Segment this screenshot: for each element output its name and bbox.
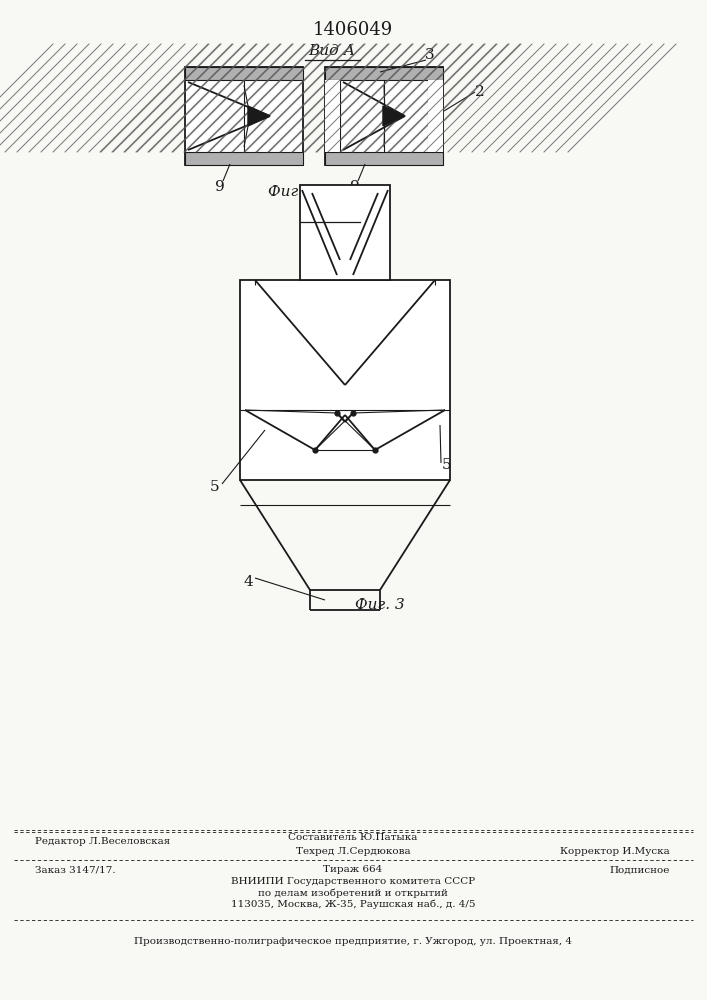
Text: 113035, Москва, Ж-35, Раушская наб., д. 4/5: 113035, Москва, Ж-35, Раушская наб., д. … [230,899,475,909]
Bar [185,67,303,80]
Text: 9: 9 [350,180,360,194]
Bar [340,80,428,152]
Bar [325,67,443,165]
Polygon shape [383,106,405,126]
Text: 3: 3 [425,48,435,62]
Text: Редактор Л.Веселовская: Редактор Л.Веселовская [35,838,170,846]
Text: 4: 4 [243,575,253,589]
Text: 2: 2 [475,85,485,99]
Bar [300,185,390,280]
Bar [185,80,303,152]
Text: ВНИИПИ Государственного комитета СССР: ВНИИПИ Государственного комитета СССР [231,878,475,886]
Text: ": " [365,184,371,198]
Text: Вид А: Вид А [308,44,356,58]
Text: 9: 9 [215,180,225,194]
Bar [325,152,443,165]
Text: Корректор И.Муска: Корректор И.Муска [560,846,670,856]
Text: Производственно-полиграфическое предприятие, г. Ужгород, ул. Проектная, 4: Производственно-полиграфическое предприя… [134,938,572,946]
Bar [325,67,443,80]
Text: Заказ 3147/17.: Заказ 3147/17. [35,865,116,874]
Text: 5: 5 [210,480,220,494]
Text: Техред Л.Сердюкова: Техред Л.Сердюкова [296,846,410,856]
Text: Составитель Ю.Патыка: Составитель Ю.Патыка [288,834,418,842]
Text: Фиг. 2: Фиг. 2 [268,185,318,199]
Text: по делам изобретений и открытий: по делам изобретений и открытий [258,888,448,898]
Bar [240,280,450,480]
Text: Тираж 664: Тираж 664 [323,865,382,874]
Text: Подписное: Подписное [609,865,670,874]
Bar [428,80,443,152]
Bar [185,67,303,165]
Text: 1406049: 1406049 [313,21,393,39]
Polygon shape [248,106,270,126]
Bar [185,152,303,165]
Bar [325,80,340,152]
Text: 5: 5 [442,458,452,472]
Text: Фиг. 3: Фиг. 3 [355,598,405,612]
Text: Б - Б: Б - Б [311,206,349,220]
